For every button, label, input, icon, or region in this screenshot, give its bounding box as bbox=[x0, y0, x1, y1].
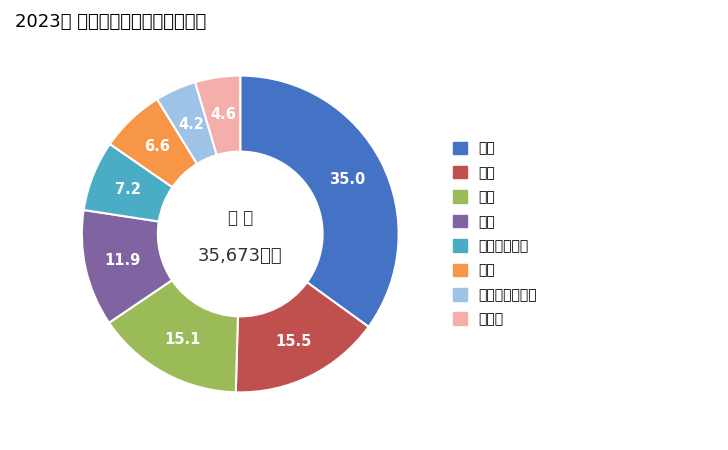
Legend: 中国, 香港, 台湾, 米国, シンガポール, 韓国, サウジアラビア, その他: 中国, 香港, 台湾, 米国, シンガポール, 韓国, サウジアラビア, その他 bbox=[453, 142, 537, 326]
Text: 35.0: 35.0 bbox=[329, 172, 365, 187]
Wedge shape bbox=[110, 99, 197, 187]
Text: 4.2: 4.2 bbox=[178, 117, 204, 131]
Wedge shape bbox=[157, 82, 217, 164]
Wedge shape bbox=[109, 280, 238, 392]
Wedge shape bbox=[240, 76, 399, 327]
Text: 35,673万円: 35,673万円 bbox=[198, 247, 282, 265]
Text: 15.1: 15.1 bbox=[164, 332, 200, 347]
Text: 15.5: 15.5 bbox=[275, 334, 312, 350]
Text: 11.9: 11.9 bbox=[105, 253, 141, 268]
Wedge shape bbox=[236, 282, 368, 392]
Wedge shape bbox=[82, 210, 172, 323]
Text: 2023年 輸出相手国のシェア（％）: 2023年 輸出相手国のシェア（％） bbox=[15, 14, 206, 32]
Text: 総 額: 総 額 bbox=[228, 209, 253, 227]
Wedge shape bbox=[84, 144, 173, 221]
Text: 7.2: 7.2 bbox=[116, 182, 141, 197]
Wedge shape bbox=[195, 76, 240, 155]
Text: 6.6: 6.6 bbox=[144, 139, 170, 154]
Text: 4.6: 4.6 bbox=[210, 108, 236, 122]
